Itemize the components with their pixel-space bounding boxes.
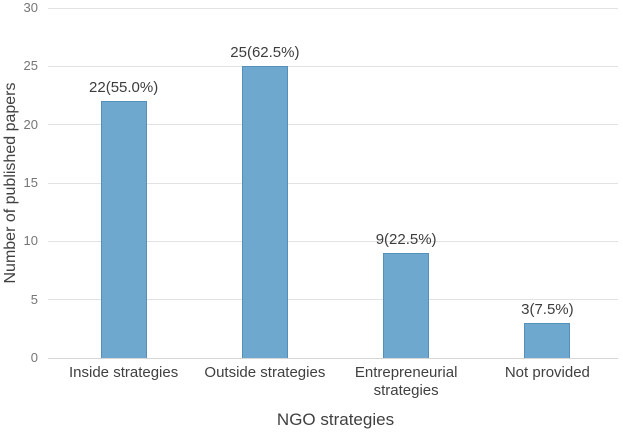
bar-value-label-2: 25(62.5%) xyxy=(230,44,300,62)
gridline-y-30 xyxy=(48,7,618,9)
plot-area: 22(55.0%) 25(62.5%) 9(22.5%) 3(7.5%) xyxy=(48,7,618,359)
gridline-y-0 xyxy=(48,357,618,359)
x-category-label-4: Not provided xyxy=(504,364,590,381)
y-tick-label-25: 25 xyxy=(23,58,38,74)
y-tick-label-10: 10 xyxy=(23,233,38,249)
bar-4 xyxy=(524,323,571,358)
gridline-y-25 xyxy=(48,65,618,67)
bar-1 xyxy=(100,101,147,358)
y-tick-label-5: 5 xyxy=(30,291,38,307)
gridline-y-15 xyxy=(48,182,618,184)
x-category-label-1: Inside strategies xyxy=(69,364,179,381)
bar-value-label-3: 9(22.5%) xyxy=(375,231,437,248)
y-tick-label-30: 30 xyxy=(23,0,38,15)
bar-2 xyxy=(241,66,288,358)
x-category-label-2: Outside strategies xyxy=(204,364,326,381)
gridline-y-5 xyxy=(48,299,618,301)
bar-3 xyxy=(383,253,430,358)
x-category-label-3: Entrepreneurial strategies xyxy=(354,364,458,399)
gridline-y-10 xyxy=(48,240,618,242)
gridline-y-20 xyxy=(48,124,618,126)
bar-value-label-4: 3(7.5%) xyxy=(521,301,574,318)
y-tick-label-0: 0 xyxy=(30,350,38,365)
y-tick-label-20: 20 xyxy=(23,116,38,132)
x-axis-title: NGO strategies xyxy=(276,410,395,429)
y-tick-label-15: 15 xyxy=(23,175,38,190)
bar-value-label-1: 22(55.0%) xyxy=(89,79,159,97)
